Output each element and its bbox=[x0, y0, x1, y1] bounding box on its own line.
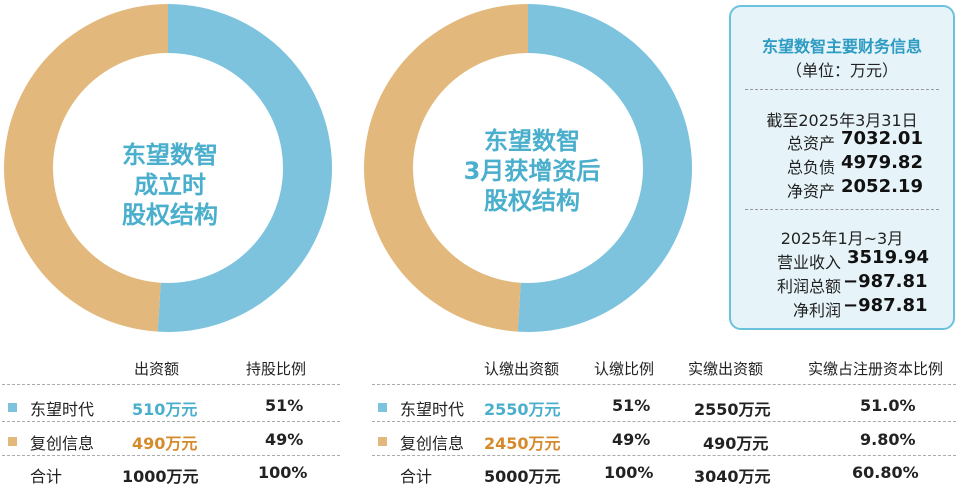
legend-square-blue bbox=[8, 403, 17, 412]
kv-label-net-assets: 净资产 bbox=[786, 182, 835, 201]
donut-1-title-line-2: 成立时 bbox=[134, 171, 206, 199]
table2-row-1-paid-ratio: 51.0% bbox=[860, 396, 916, 415]
donut-slice-founding-2 bbox=[4, 4, 168, 332]
table2-row-2-name: 复创信息 bbox=[400, 434, 465, 453]
table-divider bbox=[2, 384, 340, 385]
table2-header-paid-ratio: 实缴占注册资本比例 bbox=[808, 360, 944, 378]
kv-label-revenue: 营业收入 bbox=[776, 253, 841, 272]
donut-slice-after-increase-2 bbox=[364, 4, 528, 332]
table1-header-ratio: 持股比例 bbox=[246, 360, 307, 378]
table1-header-amount: 出资额 bbox=[134, 360, 180, 378]
kv-value-total-assets: 7032.01 bbox=[841, 128, 923, 149]
table2-row-2-sub-amount: 2450万元 bbox=[484, 434, 561, 453]
table2-row-2-sub-ratio: 49% bbox=[612, 430, 651, 449]
finance-info-panel: 东望数智主要财务信息 （单位：万元） 截至2025年3月31日 总资产 7032… bbox=[729, 5, 955, 330]
donut-slice-after-increase-1 bbox=[517, 4, 693, 333]
table2-row-1-sub-amount: 2550万元 bbox=[484, 400, 561, 419]
table2-total-sub-ratio: 100% bbox=[604, 463, 654, 482]
table1-row-2-amount: 490万元 bbox=[132, 434, 198, 453]
kv-label-total-profit: 利润总额 bbox=[776, 277, 841, 296]
table1-total-ratio: 100% bbox=[258, 463, 308, 482]
kv-label-total-liabilities: 总负债 bbox=[786, 158, 835, 177]
donut-2-center-label: 东望数智 3月获增资后 股权结构 bbox=[432, 126, 632, 216]
panel-divider bbox=[745, 209, 939, 210]
table2-row-1-paid-amount: 2550万元 bbox=[694, 400, 771, 419]
table1-total-name: 合计 bbox=[30, 467, 63, 486]
table-divider bbox=[2, 455, 340, 456]
table1-row-1-name: 东望时代 bbox=[30, 400, 95, 419]
table1-row-1-amount: 510万元 bbox=[132, 400, 198, 419]
kv-value-net-profit: −987.81 bbox=[843, 295, 928, 316]
table-divider bbox=[2, 421, 340, 422]
table-divider bbox=[372, 384, 956, 385]
donut-1-title-line-1: 东望数智 bbox=[122, 141, 218, 169]
donut-chart-after-capital-increase bbox=[364, 4, 693, 333]
donut-2-title-line-2: 3月获增资后 bbox=[463, 157, 601, 185]
table2-row-1-name: 东望时代 bbox=[400, 400, 465, 419]
donut-2-title-line-3: 股权结构 bbox=[484, 187, 580, 215]
finance-panel-unit: （单位：万元） bbox=[785, 61, 898, 80]
panel-divider bbox=[745, 89, 939, 90]
finance-panel-title: 东望数智主要财务信息 bbox=[761, 37, 922, 56]
kv-label-net-profit: 净利润 bbox=[792, 301, 841, 320]
legend-square-orange bbox=[378, 437, 387, 446]
donut-slice-founding-1 bbox=[157, 4, 333, 333]
finance-section-1-heading: 截至2025年3月31日 bbox=[766, 111, 918, 130]
finance-section-2-heading: 2025年1月~3月 bbox=[780, 229, 904, 248]
table2-row-1-sub-ratio: 51% bbox=[612, 396, 651, 415]
table2-header-sub-amount: 认缴出资额 bbox=[484, 360, 560, 378]
table-divider bbox=[372, 421, 956, 422]
kv-value-revenue: 3519.94 bbox=[847, 247, 929, 268]
donut-2-title-line-1: 东望数智 bbox=[484, 127, 580, 155]
table1-total-amount: 1000万元 bbox=[122, 467, 199, 486]
table2-total-paid-amount: 3040万元 bbox=[694, 467, 771, 486]
kv-value-total-liabilities: 4979.82 bbox=[841, 152, 923, 173]
donut-1-title-line-3: 股权结构 bbox=[122, 201, 218, 229]
table2-row-2-paid-amount: 490万元 bbox=[703, 434, 769, 453]
table1-row-1-ratio: 51% bbox=[265, 396, 304, 415]
table2-header-paid-amount: 实缴出资额 bbox=[688, 360, 764, 378]
donut-1-center-label: 东望数智 成立时 股权结构 bbox=[70, 140, 270, 230]
table1-row-2-ratio: 49% bbox=[265, 430, 304, 449]
table2-total-sub-amount: 5000万元 bbox=[484, 467, 561, 486]
table-divider bbox=[372, 455, 956, 456]
table2-row-2-paid-ratio: 9.80% bbox=[860, 430, 916, 449]
donut-chart-founding bbox=[4, 4, 333, 333]
legend-square-blue bbox=[378, 403, 387, 412]
kv-value-net-assets: 2052.19 bbox=[841, 176, 923, 197]
legend-square-orange bbox=[8, 437, 17, 446]
kv-value-total-profit: −987.81 bbox=[843, 271, 928, 292]
kv-label-total-assets: 总资产 bbox=[786, 134, 835, 153]
table2-total-name: 合计 bbox=[400, 467, 433, 486]
table2-header-sub-ratio: 认缴比例 bbox=[594, 360, 655, 378]
table1-row-2-name: 复创信息 bbox=[30, 434, 95, 453]
table2-total-paid-ratio: 60.80% bbox=[852, 463, 919, 482]
